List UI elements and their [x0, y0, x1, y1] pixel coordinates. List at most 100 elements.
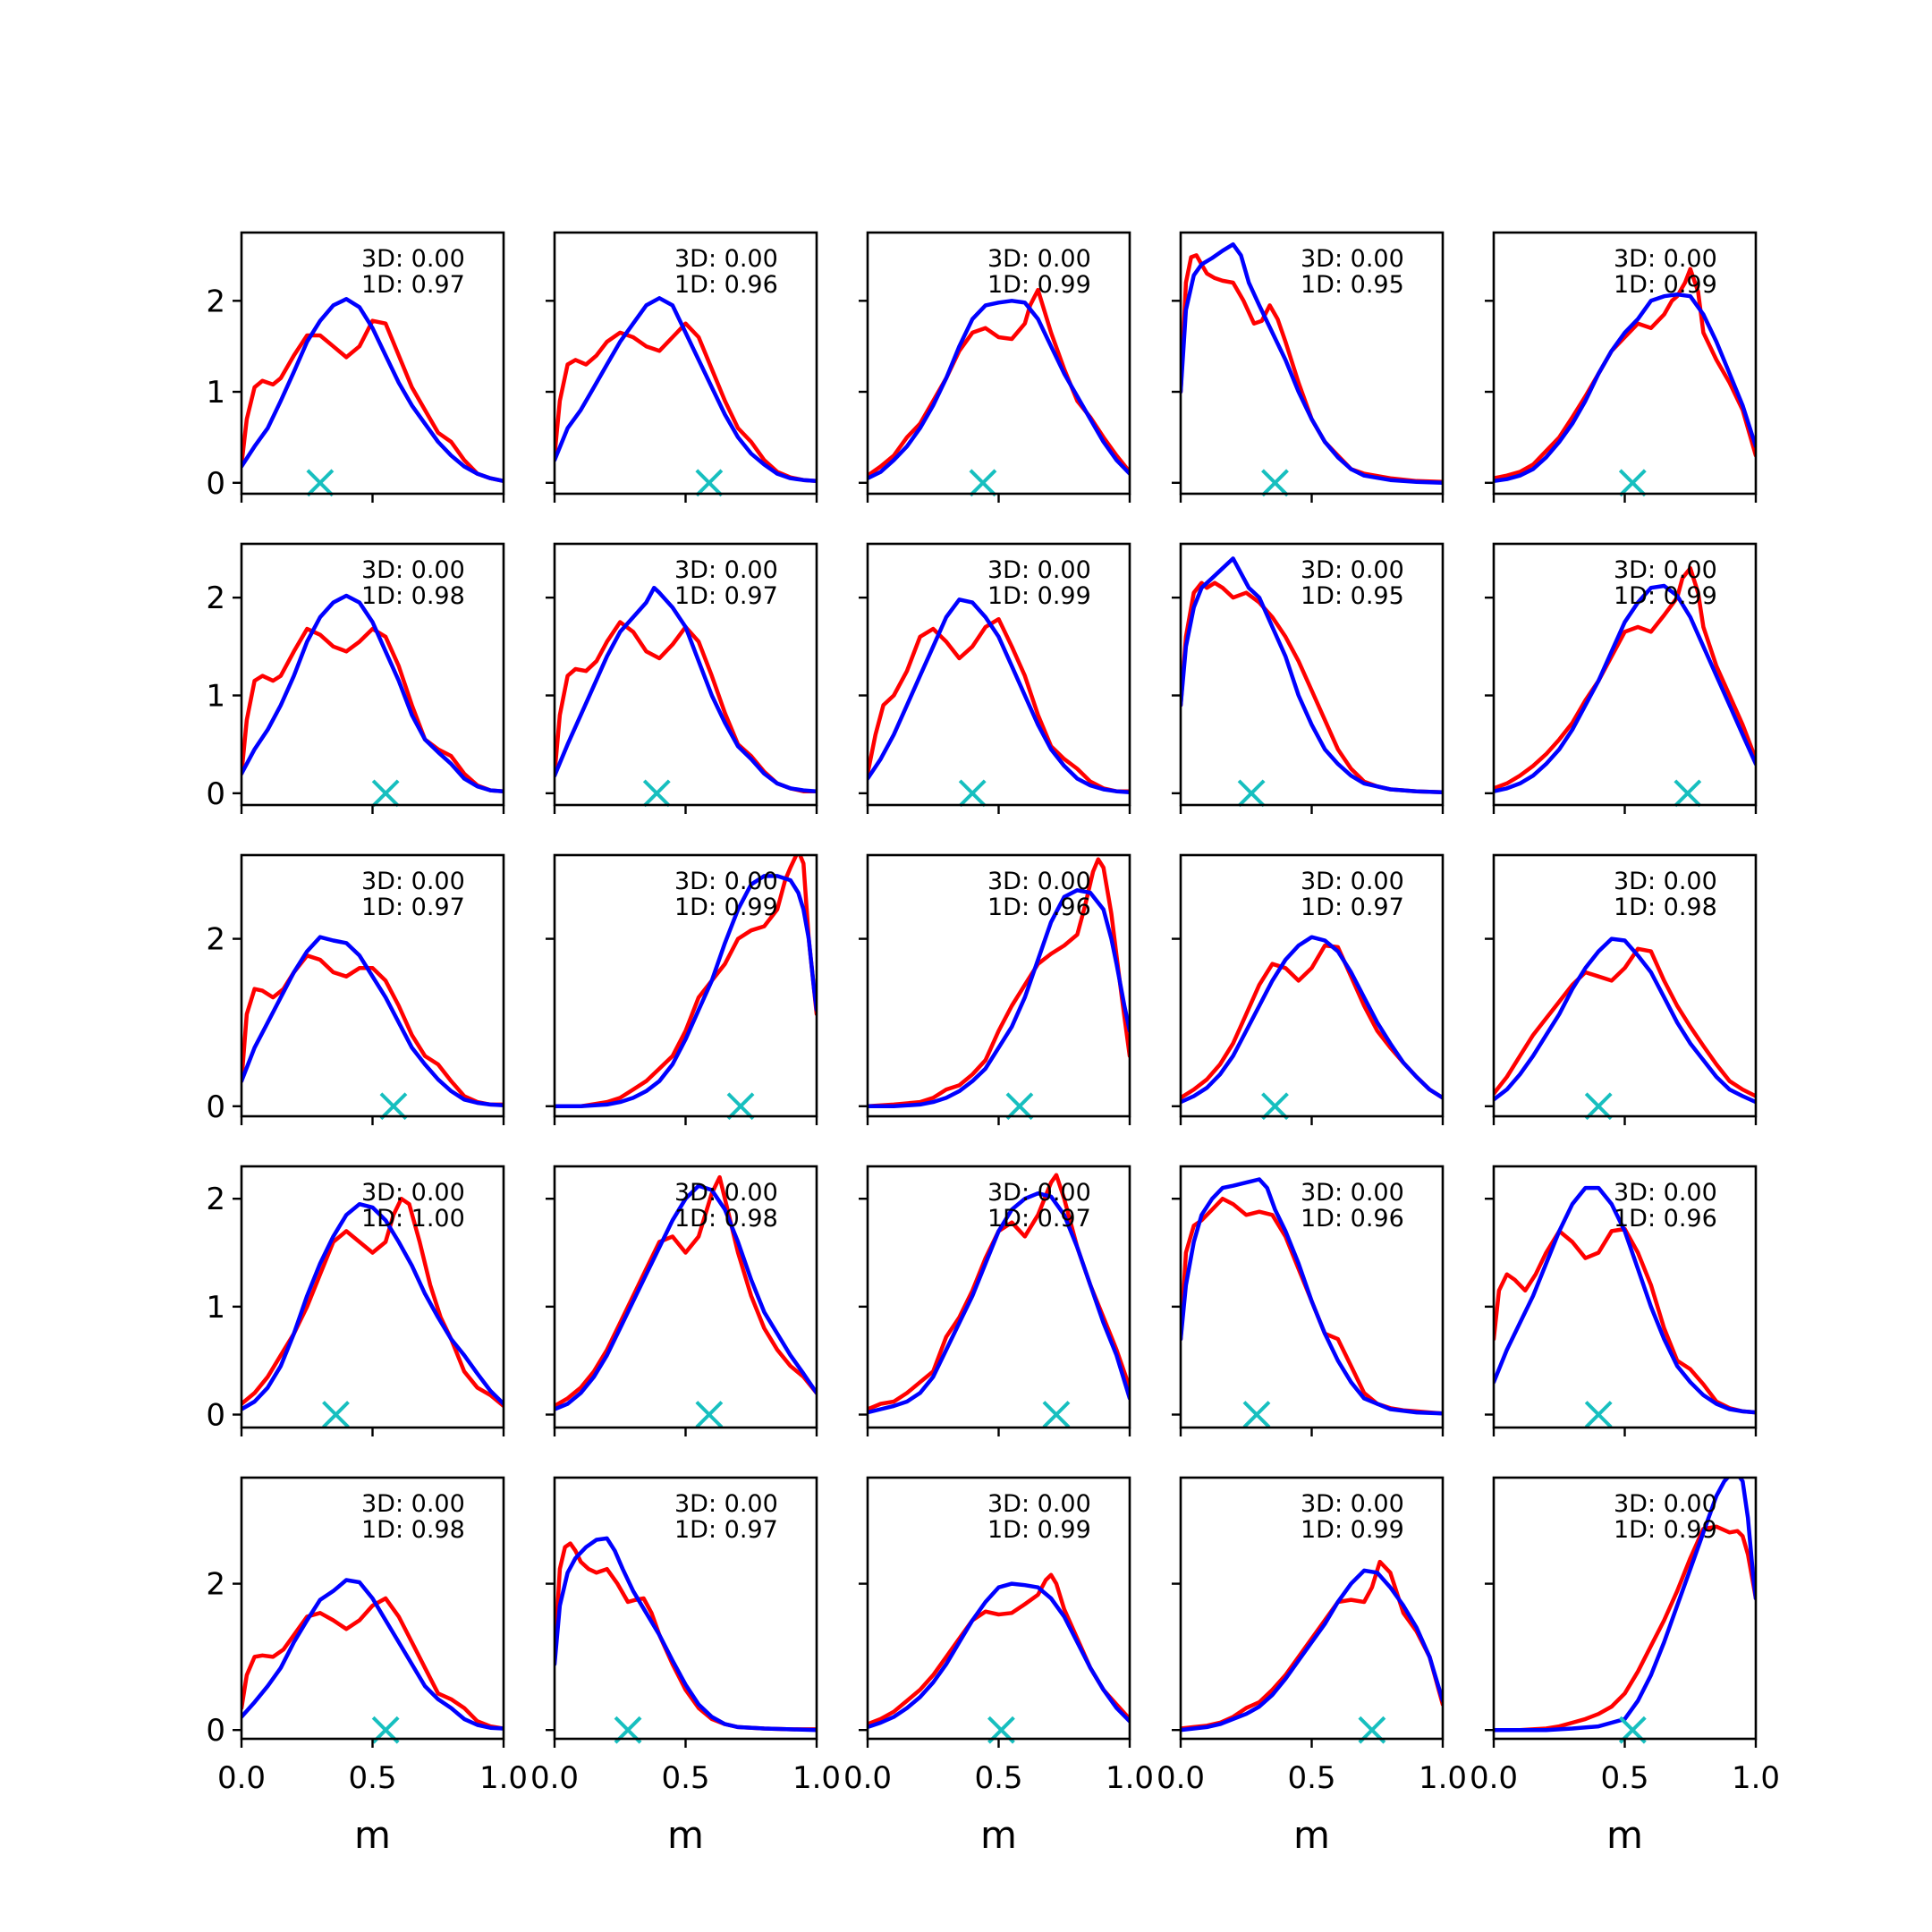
- stat-1d-label: 1D: 0.96: [674, 271, 778, 299]
- cross-marker: [1261, 1092, 1289, 1121]
- y-tick-label: 0: [206, 466, 225, 502]
- x-tick-label: 1.0: [1732, 1760, 1780, 1796]
- cross-marker: [1674, 779, 1702, 808]
- blue-density-line: [868, 1581, 1130, 1730]
- cross-marker: [1618, 469, 1647, 497]
- y-tick-label: 1: [206, 1290, 225, 1326]
- stat-3d-label: 3D: 0.00: [361, 1490, 465, 1518]
- stat-3d-label: 3D: 0.00: [674, 556, 778, 584]
- cross-marker: [695, 1401, 724, 1428]
- red-density-line: [555, 321, 817, 484]
- stat-3d-label: 3D: 0.00: [987, 1179, 1091, 1207]
- x-tick-label: 0.5: [1600, 1760, 1648, 1796]
- stat-1d-label: 1D: 0.97: [674, 1516, 778, 1544]
- stat-3d-label: 3D: 0.00: [1614, 245, 1717, 273]
- y-tick-label: 2: [206, 284, 225, 319]
- red-density-line: [1494, 267, 1756, 480]
- cross-marker: [1042, 1401, 1071, 1428]
- blue-density-line: [555, 874, 817, 1109]
- stat-1d-label: 1D: 0.95: [1301, 271, 1404, 299]
- blue-density-line: [1494, 1185, 1756, 1415]
- stat-3d-label: 3D: 0.00: [674, 1490, 778, 1518]
- blue-density-line: [1181, 556, 1443, 795]
- stat-1d-label: 1D: 0.97: [1301, 894, 1404, 921]
- stat-1d-label: 1D: 0.99: [987, 271, 1091, 299]
- x-tick-label: 0.0: [530, 1760, 579, 1796]
- x-axis-label: m: [354, 1813, 391, 1857]
- red-density-line: [1494, 1524, 1756, 1733]
- stat-1d-label: 1D: 0.99: [1301, 1516, 1404, 1544]
- cross-marker: [695, 469, 724, 497]
- red-density-line: [242, 626, 504, 793]
- y-tick-label: 2: [206, 922, 225, 958]
- cross-marker: [306, 469, 335, 497]
- blue-density-line: [868, 299, 1130, 480]
- y-tick-label: 1: [206, 679, 225, 715]
- stat-1d-label: 1D: 0.99: [1614, 1516, 1717, 1544]
- cross-marker: [958, 779, 987, 808]
- blue-density-line: [1181, 242, 1443, 486]
- stat-1d-label: 1D: 1.00: [361, 1205, 465, 1233]
- y-tick-label: 2: [206, 1567, 225, 1603]
- y-tick-label: 2: [206, 1182, 225, 1217]
- stat-1d-label: 1D: 0.99: [1614, 582, 1717, 610]
- cross-marker: [322, 1401, 350, 1428]
- blue-density-line: [868, 888, 1130, 1109]
- y-tick-label: 0: [206, 1398, 225, 1434]
- stat-3d-label: 3D: 0.00: [674, 245, 778, 273]
- red-density-line: [242, 953, 504, 1107]
- stat-3d-label: 3D: 0.00: [1301, 868, 1404, 895]
- blue-density-line: [1181, 1177, 1443, 1416]
- stat-3d-label: 3D: 0.00: [987, 245, 1091, 273]
- cross-marker: [371, 779, 400, 808]
- stat-3d-label: 3D: 0.00: [361, 1179, 465, 1207]
- stat-3d-label: 3D: 0.00: [987, 1490, 1091, 1518]
- red-density-line: [242, 1596, 504, 1731]
- cross-marker: [379, 1092, 408, 1121]
- x-tick-label: 0.5: [974, 1760, 1022, 1796]
- stat-1d-label: 1D: 0.97: [361, 894, 465, 921]
- cross-marker: [1237, 779, 1266, 808]
- stat-1d-label: 1D: 0.99: [987, 1516, 1091, 1544]
- red-density-line: [1494, 566, 1756, 791]
- stat-3d-label: 3D: 0.00: [1301, 1179, 1404, 1207]
- stat-1d-label: 1D: 0.98: [674, 1205, 778, 1233]
- stat-3d-label: 3D: 0.00: [987, 556, 1091, 584]
- stat-3d-label: 3D: 0.00: [1301, 245, 1404, 273]
- blue-density-line: [868, 1191, 1130, 1415]
- stat-1d-label: 1D: 0.97: [674, 582, 778, 610]
- stat-1d-label: 1D: 0.97: [987, 1205, 1091, 1233]
- stat-3d-label: 3D: 0.00: [1614, 1179, 1717, 1207]
- x-tick-label: 0.0: [1470, 1760, 1518, 1796]
- stat-3d-label: 3D: 0.00: [987, 868, 1091, 895]
- x-axis-label: m: [667, 1813, 704, 1857]
- stat-1d-label: 1D: 0.95: [1301, 582, 1404, 610]
- x-axis-label: m: [980, 1813, 1017, 1857]
- blue-density-line: [242, 593, 504, 793]
- blue-density-line: [1181, 935, 1443, 1105]
- blue-density-line: [1494, 292, 1756, 484]
- red-density-line: [555, 1174, 817, 1409]
- x-tick-label: 1.0: [1419, 1760, 1467, 1796]
- cross-marker: [642, 779, 671, 808]
- x-axis-label: m: [1293, 1813, 1330, 1857]
- x-tick-label: 1.0: [792, 1760, 841, 1796]
- y-tick-label: 1: [206, 375, 225, 411]
- blue-density-line: [555, 1536, 817, 1733]
- cross-marker: [1261, 469, 1289, 497]
- blue-density-line: [555, 1183, 817, 1411]
- x-tick-label: 0.5: [348, 1760, 396, 1796]
